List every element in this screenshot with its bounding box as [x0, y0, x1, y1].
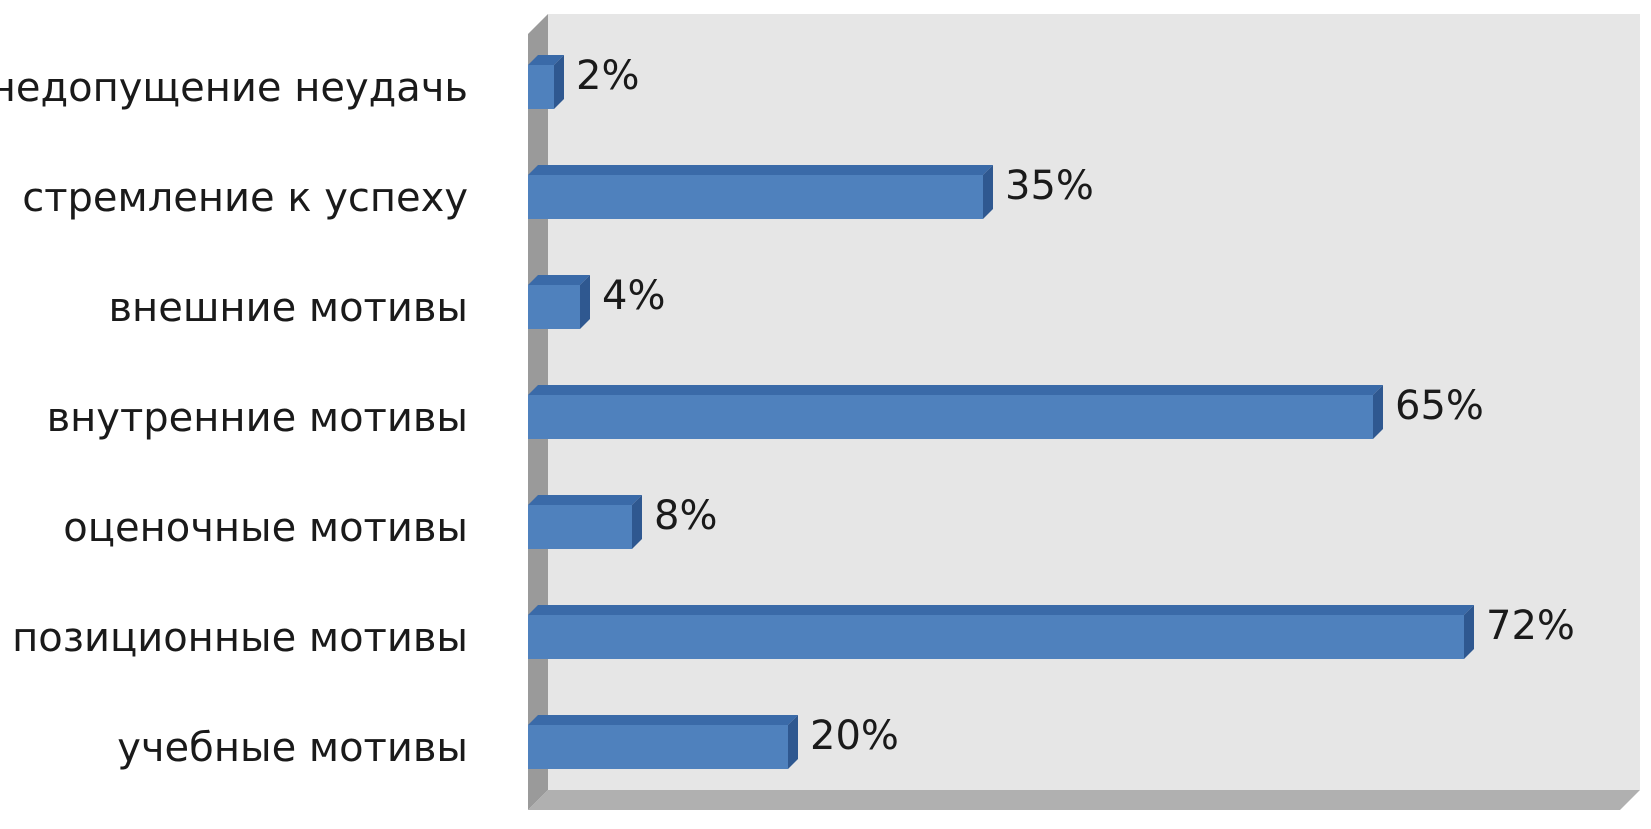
bar — [528, 165, 993, 219]
bar-front-face — [528, 395, 1373, 439]
category-label: учебные мотивы — [117, 725, 468, 771]
bar-top-face — [528, 55, 564, 65]
bar-front-face — [528, 725, 788, 769]
bar-top-face — [528, 165, 993, 175]
category-labels: недопущение неудачь стремление к успеху вн… — [0, 65, 468, 771]
bar-front-face — [528, 615, 1464, 659]
bar-front-face — [528, 65, 554, 109]
category-label: оценочные мотивы — [63, 505, 468, 551]
bar-side-face — [554, 55, 564, 109]
value-label: 35% — [1005, 163, 1094, 209]
bar — [528, 605, 1474, 659]
bar-side-face — [580, 275, 590, 329]
bar-front-face — [528, 285, 580, 329]
value-label: 20% — [810, 713, 899, 759]
bar-side-face — [983, 165, 993, 219]
category-label: стремление к успеху — [22, 175, 468, 221]
bar — [528, 715, 798, 769]
category-label: недопущение неудачь — [0, 65, 468, 111]
bar — [528, 55, 564, 109]
value-label: 2% — [576, 53, 639, 99]
category-label: внешние мотивы — [108, 285, 468, 331]
value-label: 65% — [1395, 383, 1484, 429]
bar-side-face — [788, 715, 798, 769]
category-label: позиционные мотивы — [12, 615, 468, 661]
bar-front-face — [528, 175, 983, 219]
bars-group — [528, 55, 1474, 769]
value-label: 4% — [602, 273, 665, 319]
bar-front-face — [528, 505, 632, 549]
value-label: 72% — [1486, 603, 1575, 649]
bar-top-face — [528, 715, 798, 725]
bar — [528, 275, 590, 329]
floor — [528, 790, 1640, 810]
bar-top-face — [528, 275, 590, 285]
bar — [528, 495, 642, 549]
category-label: внутренние мотивы — [47, 395, 468, 441]
value-labels: 2% 35% 4% 65% 8% 72% 20% — [576, 53, 1575, 759]
bar-side-face — [1373, 385, 1383, 439]
bar — [528, 385, 1383, 439]
value-label: 8% — [654, 493, 717, 539]
bar-top-face — [528, 385, 1383, 395]
bar-top-face — [528, 605, 1474, 615]
bar-side-face — [632, 495, 642, 549]
bar-top-face — [528, 495, 642, 505]
bar-side-face — [1464, 605, 1474, 659]
